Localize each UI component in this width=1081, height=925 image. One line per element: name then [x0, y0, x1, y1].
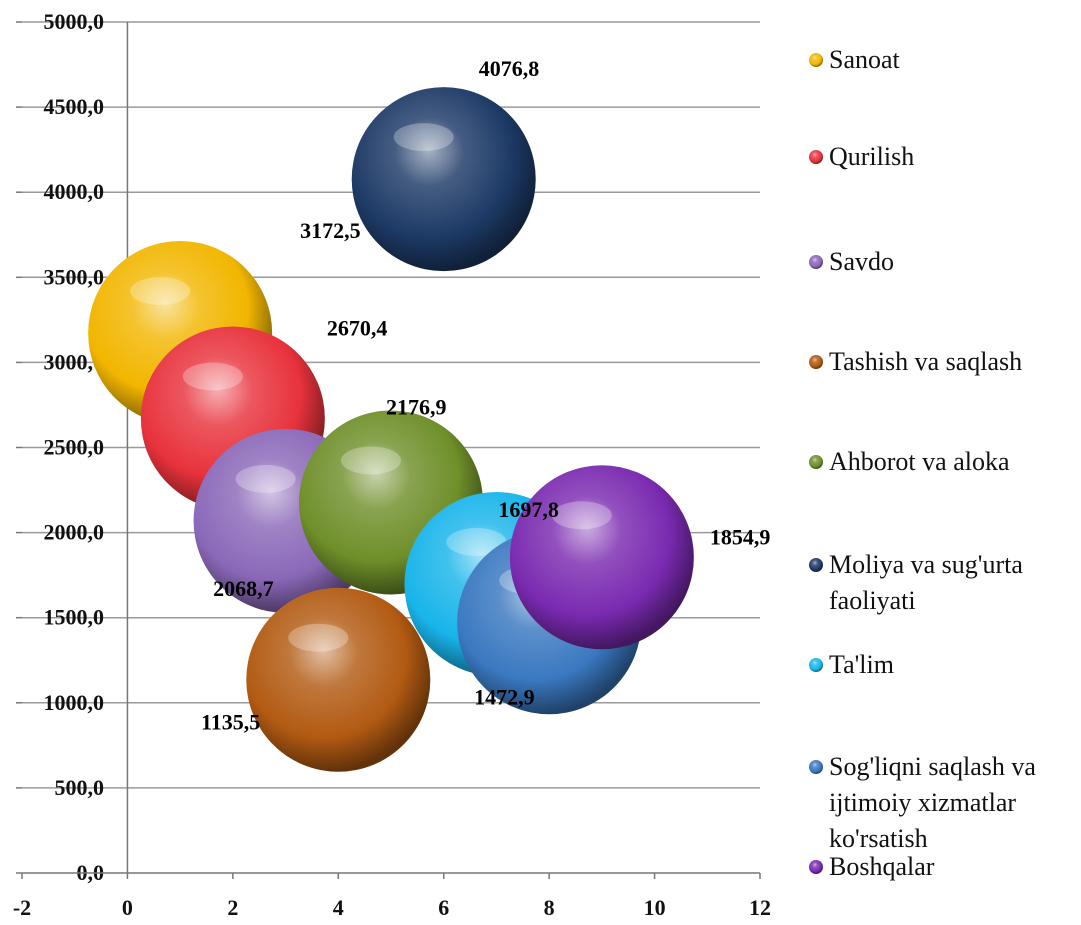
y-tick-label: 5000,0	[44, 9, 105, 34]
legend-marker	[809, 558, 823, 572]
legend-marker	[809, 760, 823, 774]
data-labels: 3172,5 2670,4 2068,7 1135,5 2176,9 4076,8 1697…	[201, 56, 770, 735]
bubble-moliya-va-sug-urta-faoliyati	[351, 87, 536, 272]
axes: 0,0500,01000,01500,02000,02500,03000,035…	[13, 9, 771, 920]
bubble-highlight	[288, 623, 349, 652]
legend-label: faoliyati	[829, 586, 916, 615]
data-label: 1854,9	[710, 524, 771, 549]
bubble-highlight	[182, 362, 243, 391]
legend-marker	[809, 150, 823, 164]
legend-item: Sog'liqni saqlash va ijtimoiy xizmatlar ko…	[809, 752, 1036, 853]
legend: Sanoat Qurilish Savdo Tashish va saqlash Ahb…	[809, 45, 1036, 881]
legend-marker	[809, 455, 823, 469]
bubble-tashish-va-saqlash	[246, 587, 431, 772]
data-label: 1472,9	[474, 684, 534, 709]
legend-label: Tashish va saqlash	[829, 347, 1022, 376]
legend-item: Savdo	[809, 247, 894, 276]
data-label: 1697,8	[498, 497, 559, 522]
x-tick-label: 0	[122, 895, 133, 920]
legend-label: Sog'liqni saqlash va	[829, 752, 1036, 781]
x-tick-label: 2	[227, 895, 238, 920]
data-label: 3172,5	[300, 218, 361, 243]
x-tick-label: 4	[333, 895, 344, 920]
y-tick-label: 2500,0	[44, 435, 105, 460]
data-label: 2176,9	[386, 394, 447, 419]
y-tick-label: 4000,0	[44, 179, 105, 204]
legend-label: Boshqalar	[829, 852, 935, 881]
data-label: 2068,7	[213, 576, 274, 601]
legend-marker	[809, 355, 823, 369]
legend-label: ko'rsatish	[829, 824, 928, 853]
legend-marker	[809, 658, 823, 672]
legend-item: Tashish va saqlash	[809, 347, 1022, 376]
legend-label: Sanoat	[829, 45, 901, 74]
legend-label: Qurilish	[829, 142, 914, 171]
legend-item: Ta'lim	[809, 650, 894, 679]
bubble-highlight	[130, 277, 191, 306]
x-tick-label: -2	[13, 895, 31, 920]
bubble-highlight	[341, 446, 401, 475]
legend-label: Ta'lim	[829, 650, 894, 679]
legend-marker	[809, 255, 823, 269]
legend-item: Sanoat	[809, 45, 901, 74]
legend-label: ijtimoiy xizmatlar	[829, 788, 1016, 817]
bubble-highlight	[551, 501, 612, 530]
x-tick-label: 6	[438, 895, 449, 920]
legend-label: Moliya va sug'urta	[829, 550, 1023, 579]
y-tick-label: 4500,0	[44, 94, 105, 119]
bubble-highlight	[235, 464, 296, 493]
legend-item: Boshqalar	[809, 852, 935, 881]
x-tick-label: 10	[644, 895, 666, 920]
legend-marker	[809, 53, 823, 67]
legend-label: Ahborot va aloka	[829, 447, 1010, 476]
legend-marker	[809, 860, 823, 874]
legend-item: Moliya va sug'urta faoliyati	[809, 550, 1023, 615]
data-label: 4076,8	[479, 56, 540, 81]
legend-label: Savdo	[829, 247, 894, 276]
bubbles	[88, 87, 694, 772]
x-tick-label: 12	[749, 895, 771, 920]
bubble-highlight	[393, 123, 454, 152]
data-label: 2670,4	[327, 315, 388, 340]
legend-item: Qurilish	[809, 142, 914, 171]
y-tick-label: 1000,0	[44, 690, 105, 715]
y-tick-label: 2000,0	[44, 520, 105, 545]
bubble-boshqalar	[509, 465, 694, 650]
bubble-highlight	[446, 528, 507, 557]
data-label: 1135,5	[201, 710, 260, 735]
y-tick-label: 1500,0	[44, 605, 105, 630]
y-tick-label: 500,0	[55, 775, 105, 800]
x-tick-label: 8	[544, 895, 555, 920]
legend-item: Ahborot va aloka	[809, 447, 1010, 476]
y-tick-label: 3500,0	[44, 264, 105, 289]
